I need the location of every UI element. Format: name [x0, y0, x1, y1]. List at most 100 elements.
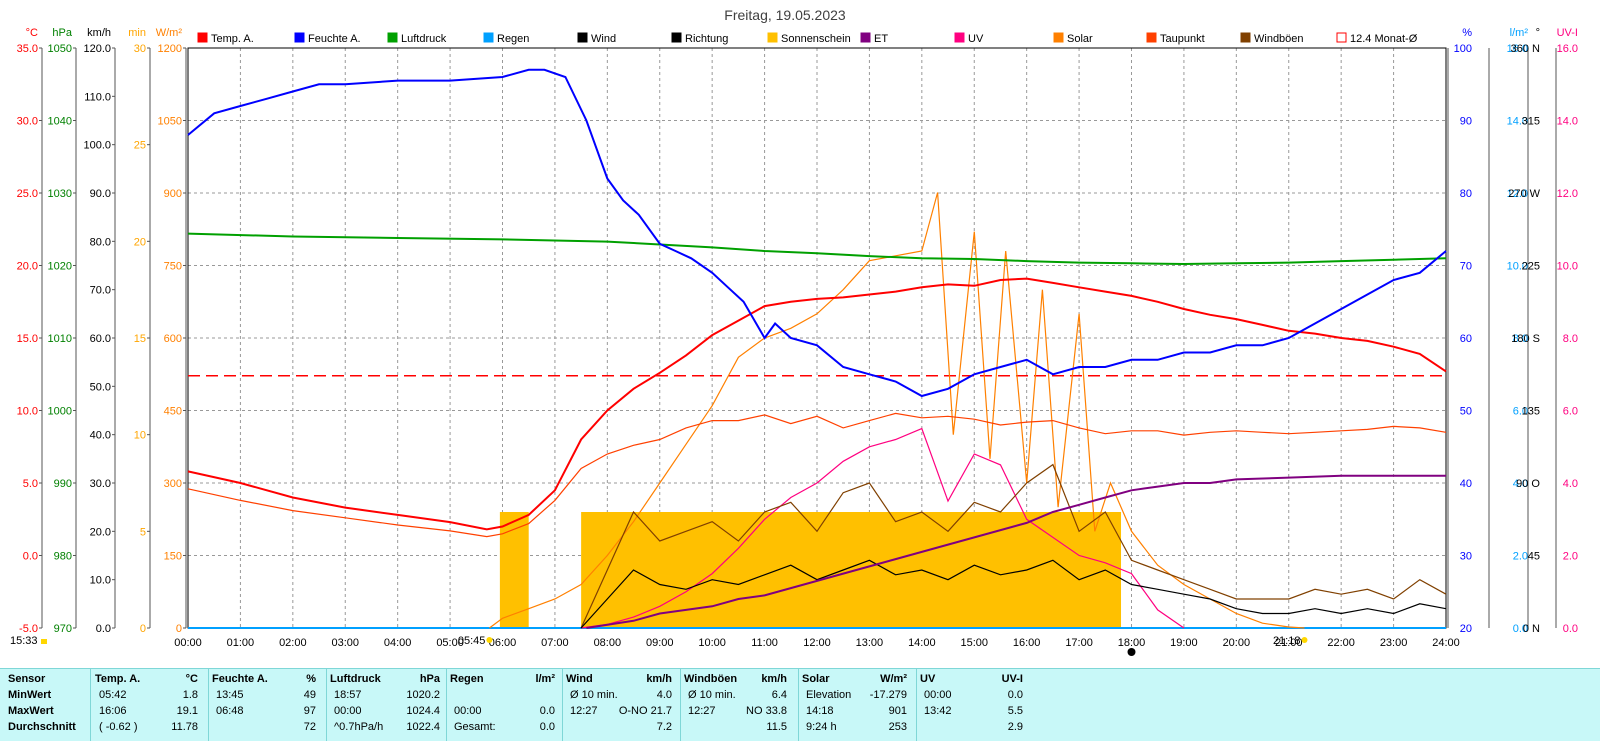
axis-tick-label: 20	[134, 236, 146, 248]
axis-tick-label: 360 N	[1511, 43, 1540, 55]
x-tick-label: 05:00	[436, 637, 464, 649]
cell-hum-time: 13:45	[216, 689, 244, 701]
moon-icon	[1127, 648, 1136, 656]
cell-uv-time: 00:00	[924, 689, 952, 701]
legend-entry: Windböen	[1254, 33, 1304, 45]
axis-tick-label: 90 O	[1516, 478, 1540, 490]
cell-solar-value: -17.279	[869, 689, 907, 701]
axis-tick-label: 16.0	[1557, 43, 1578, 55]
axis-tick-label: 5	[140, 526, 146, 538]
series-line-solar	[489, 192, 1305, 629]
axis-tick-label: 100.0	[83, 140, 111, 152]
axis-tick-label: 80	[1460, 188, 1472, 200]
column-separator	[208, 669, 209, 741]
column-separator	[446, 669, 447, 741]
axis-tick-label: 30.0	[17, 116, 38, 128]
axes: °C 35.0 30.0 25.0 20.0 15.0 10.0 5.0 0.0 -5.0 hPa 1…	[17, 27, 1578, 649]
current-time-icon	[41, 639, 47, 644]
axis-tick-label: 60.0	[90, 333, 111, 345]
x-tick-label: 14:00	[908, 637, 936, 649]
legend-swatch	[387, 32, 398, 43]
cell-temp-time: ( -0.62 )	[99, 721, 138, 733]
cell-solar-value: 253	[888, 721, 907, 733]
cell-press-value: 1024.4	[406, 705, 440, 717]
header-uv: UV	[920, 673, 936, 685]
x-tick-label: 09:00	[646, 637, 674, 649]
header-solar: Solar	[802, 673, 830, 685]
legend-swatch	[1336, 32, 1347, 43]
x-tick-label: 12:00	[803, 637, 831, 649]
axis-tick-label: 0	[176, 623, 182, 635]
cell-press-time: 00:00	[334, 705, 362, 717]
header-hum-unit: %	[306, 673, 316, 685]
statistics-table: Sensor Temp. A. °C Feuchte A.% Luftdruck hPa R…	[0, 668, 1600, 741]
axis-tick-label: 25.0	[17, 188, 38, 200]
header-solar-unit: W/m²	[880, 673, 907, 685]
cell-temp-value: 19.1	[176, 705, 198, 717]
axis-tick-label: 60	[1460, 333, 1472, 345]
axis-tick-label: 20	[1460, 623, 1472, 635]
axis-tick-label: 80.0	[90, 236, 111, 248]
column-separator	[90, 669, 91, 741]
header-rain: Regen	[450, 673, 484, 685]
axis-tick-label: 10.0	[17, 406, 38, 418]
axis-tick-label: 10	[134, 430, 146, 442]
axis-tick-label: 750	[164, 261, 182, 273]
axis-tick-label: 16.0	[1507, 43, 1528, 55]
legend-swatch	[483, 32, 494, 43]
grid	[187, 47, 1447, 629]
cell-solar-time: Elevation	[806, 689, 852, 701]
x-tick-label: 01:00	[227, 637, 255, 649]
legend-entry: Luftdruck	[401, 33, 447, 45]
axis-tick-label: 970	[54, 623, 72, 635]
cell-temp-time: 05:42	[99, 689, 127, 701]
axis-tick-label: 14.0	[1507, 116, 1528, 128]
cell-solar-time: 14:18	[806, 705, 834, 717]
cell-gust-value: 11.5	[766, 721, 787, 733]
x-tick-label: 19:00	[1170, 637, 1198, 649]
cell-gust-value: NO 33.8	[746, 705, 787, 717]
axis-tick-label: 900	[164, 188, 182, 200]
row-label: MaxWert	[8, 705, 54, 717]
axis-tick-label: 40.0	[90, 430, 111, 442]
x-tick-label: 21:00	[1275, 637, 1303, 649]
cell-uv-time: 13:42	[924, 705, 952, 717]
series-line-temp-a-	[187, 277, 1447, 531]
legend-entry: UV	[968, 33, 984, 45]
axis-tick-label: 6.0	[1563, 406, 1578, 418]
header-press-unit: hPa	[419, 673, 440, 685]
axis-tick-label: 1040	[48, 116, 72, 128]
legend-entry: Regen	[497, 33, 529, 45]
axis-tick-label: 14.0	[1557, 116, 1578, 128]
sunshine-bar	[499, 512, 529, 628]
axis-tick-label: 980	[54, 551, 72, 563]
column-separator	[326, 669, 327, 741]
header-temp: Temp. A.	[95, 673, 141, 685]
axis-tick-label: 10.0	[90, 575, 111, 587]
legend-swatch	[860, 32, 871, 43]
legend-swatch	[1146, 32, 1157, 43]
axis-tick-label: 300	[164, 478, 182, 490]
column-separator	[680, 669, 681, 741]
cell-gust-time: Ø 10 min.	[688, 689, 736, 701]
axis-tick-label: 4.0	[1513, 478, 1528, 490]
axis-tick-label: 0.0	[23, 551, 38, 563]
axis-tick-label: 1030	[48, 188, 72, 200]
x-tick-label: 06:00	[489, 637, 517, 649]
axis-tick-label: 15.0	[17, 333, 38, 345]
cell-hum-value: 49	[303, 689, 316, 701]
x-tick-label: 00:00	[174, 637, 202, 649]
header-uv-unit: UV-I	[1001, 673, 1023, 685]
header-press: Luftdruck	[330, 673, 381, 685]
axis-tick-label: 12.0	[1557, 188, 1578, 200]
axis-tick-label: 90.0	[90, 188, 111, 200]
axis-tick-label: 150	[164, 551, 182, 563]
legend-entry: Temp. A.	[211, 33, 254, 45]
axis-tick-label: 2.0	[1563, 551, 1578, 563]
series-line-windb-en	[580, 463, 1447, 629]
axis-tick-label: 70.0	[90, 285, 111, 297]
axis-tick-label: 20.0	[90, 526, 111, 538]
axis-tick-label: 270 W	[1508, 188, 1540, 200]
axis-tick-label: 10.0	[1557, 261, 1578, 273]
cell-temp-time: 16:06	[99, 705, 127, 717]
